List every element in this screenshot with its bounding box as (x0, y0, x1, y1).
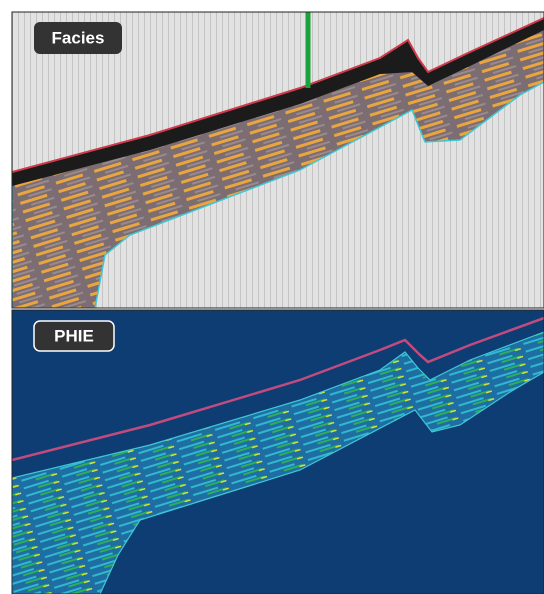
label-box (34, 22, 122, 54)
top-horizon (12, 17, 544, 173)
label-box (33, 320, 115, 352)
facies-panel (12, 12, 544, 308)
panel-label: PHIE (54, 326, 94, 345)
phie-panel (12, 310, 544, 594)
dark-layer (12, 18, 544, 186)
panel-border (11, 11, 544, 309)
top-horizon (12, 316, 544, 462)
panel-border (11, 309, 544, 594)
panel-label: Facies (52, 28, 105, 47)
phie-body (12, 331, 544, 594)
